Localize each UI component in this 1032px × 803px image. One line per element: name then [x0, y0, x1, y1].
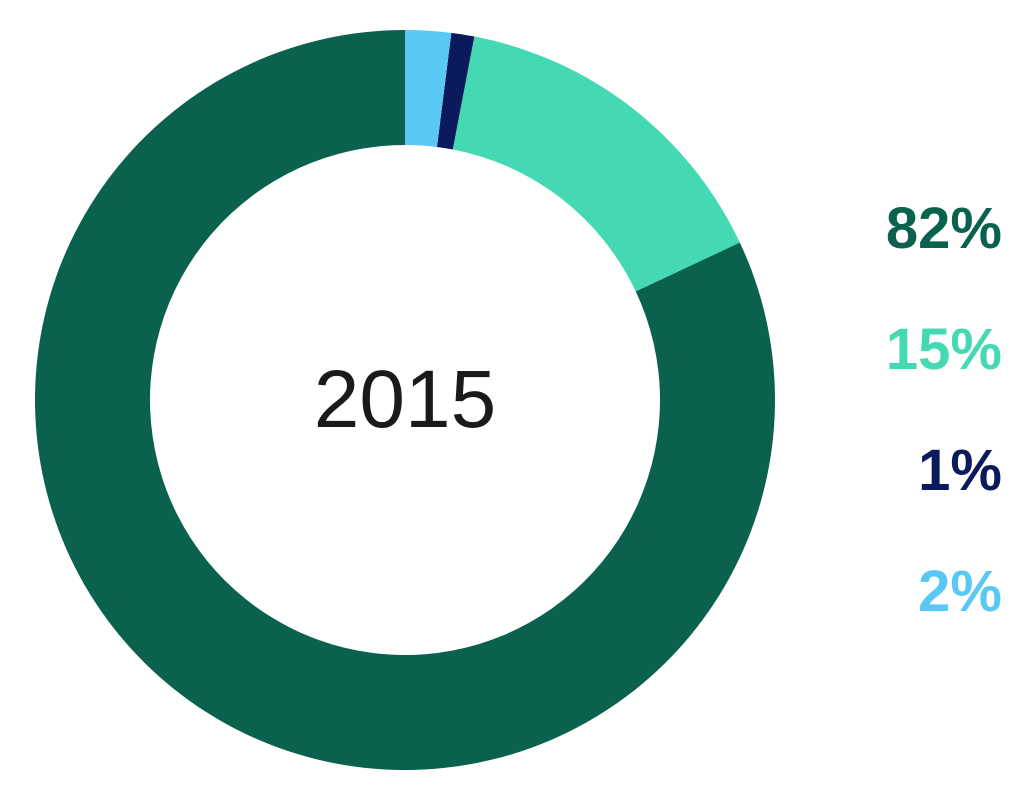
legend-item-1: 15%	[886, 316, 1002, 383]
legend-item-0: 82%	[886, 195, 1002, 262]
legend: 82% 15% 1% 2%	[886, 195, 1002, 625]
donut-chart: 2015	[35, 10, 775, 790]
donut-slice-1	[453, 37, 740, 292]
chart-center-label: 2015	[314, 353, 496, 447]
legend-item-2: 1%	[886, 437, 1002, 504]
legend-item-3: 2%	[886, 558, 1002, 625]
